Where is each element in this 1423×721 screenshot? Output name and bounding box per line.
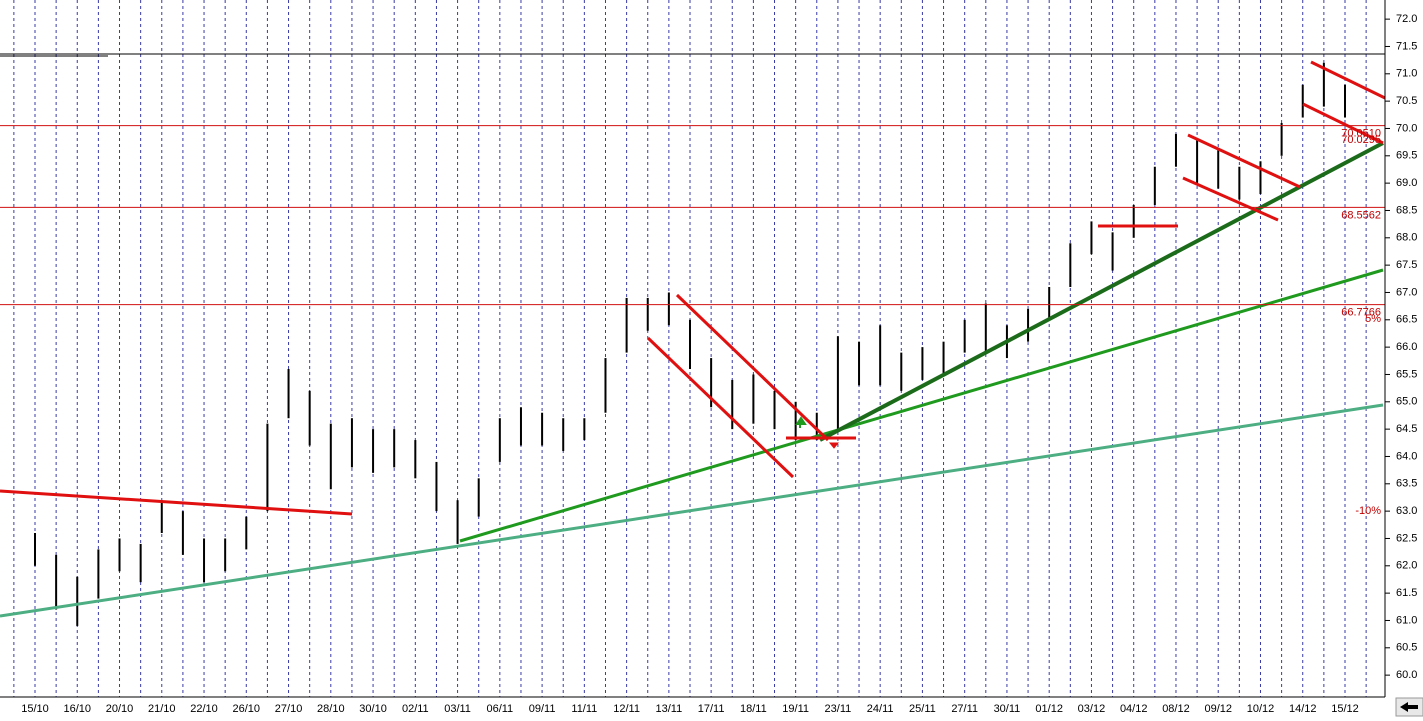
price-bars <box>34 62 1346 626</box>
annotation: 5% <box>1365 313 1381 325</box>
y-tick-label: 62.0 <box>1396 560 1417 572</box>
level-label: 68.5562 <box>1341 209 1381 221</box>
levels: 70.0510 68.5562 66.7766 <box>0 125 1385 319</box>
channel-line <box>1182 176 1279 222</box>
x-tick-label: 18/11 <box>740 703 767 715</box>
x-tick-label: 10/12 <box>1247 703 1275 715</box>
x-tick-label: 08/12 <box>1162 703 1190 715</box>
y-tick-label: 70.0 <box>1396 122 1417 134</box>
y-tick-label: 60.5 <box>1396 642 1417 654</box>
y-tick-label: 69.5 <box>1396 150 1417 162</box>
x-tick-label: 13/11 <box>656 703 683 715</box>
y-tick-label: 65.0 <box>1396 396 1417 408</box>
channel-line <box>1187 133 1301 189</box>
arrow-up <box>795 416 807 428</box>
x-tick-label: 30/11 <box>994 703 1021 715</box>
x-tick-label: 09/12 <box>1204 703 1232 715</box>
plot-area <box>0 0 1385 697</box>
y-tick-label: 60.0 <box>1396 669 1417 681</box>
x-tick-label: 15/10 <box>21 703 49 715</box>
y-tick-label: 71.0 <box>1396 68 1417 80</box>
channel-line <box>1310 60 1386 100</box>
x-tick-label: 19/11 <box>782 703 809 715</box>
x-tick-label: 24/11 <box>867 703 894 715</box>
y-tick-label: 71.5 <box>1396 40 1417 52</box>
vertical-grid <box>13 0 1367 697</box>
x-tick-label: 27/11 <box>951 703 978 715</box>
y-tick-label: 65.5 <box>1396 368 1417 380</box>
y-tick-label: 62.5 <box>1396 532 1417 544</box>
x-tick-label: 02/11 <box>402 703 429 715</box>
x-tick-label: 30/10 <box>359 703 387 715</box>
x-tick-label: 23/11 <box>825 703 852 715</box>
x-tick-label: 16/10 <box>63 703 91 715</box>
x-tick-label: 11/11 <box>571 703 597 715</box>
x-tick-label: 03/12 <box>1078 703 1106 715</box>
level-label: 66.7766 <box>1341 307 1381 319</box>
x-tick-label: 21/10 <box>148 703 176 715</box>
x-tick-label: 20/10 <box>106 703 134 715</box>
x-tick-label: 14/12 <box>1289 703 1317 715</box>
y-tick-label: 67.0 <box>1396 286 1417 298</box>
level-label: 70.0510 <box>1341 128 1381 140</box>
x-tick-label: 06/11 <box>486 703 513 715</box>
y-tick-label: 61.0 <box>1396 614 1417 626</box>
y-tick-label: 64.5 <box>1396 423 1417 435</box>
y-tick-label: 72.0 <box>1396 13 1417 25</box>
y-tick-label: 63.0 <box>1396 505 1417 517</box>
trend-line <box>819 141 1384 442</box>
x-tick-label: 09/11 <box>529 703 556 715</box>
x-tick-label: 26/10 <box>233 703 261 715</box>
trend-line <box>0 403 1384 618</box>
trend-line <box>459 268 1384 543</box>
x-tick-label: 12/11 <box>613 703 640 715</box>
y-tick-label: 70.5 <box>1396 95 1417 107</box>
y-tick-label: 61.5 <box>1396 587 1417 599</box>
scroll-arrow <box>1400 702 1418 712</box>
arrow-down <box>828 442 840 449</box>
x-tick-label: 03/11 <box>444 703 471 715</box>
y-tick-label: 68.5 <box>1396 204 1417 216</box>
y-tick-label: 67.5 <box>1396 259 1417 271</box>
channel-line <box>646 336 795 479</box>
x-tick-label: 28/10 <box>317 703 345 715</box>
annotation: 70.0295 <box>1341 134 1381 146</box>
x-tick-label: 22/10 <box>190 703 218 715</box>
trend-line <box>0 489 353 516</box>
x-tick-label: 15/12 <box>1331 703 1359 715</box>
y-tick-label: 68.0 <box>1396 232 1417 244</box>
y-tick-label: 69.0 <box>1396 177 1417 189</box>
x-tick-label: 17/11 <box>698 703 725 715</box>
drawings <box>0 53 1386 618</box>
x-tick-label: 04/12 <box>1120 703 1148 715</box>
channel-line <box>1302 102 1384 145</box>
x-tick-label: 27/10 <box>275 703 303 715</box>
y-tick-label: 66.0 <box>1396 341 1417 353</box>
axis-labels: 60.0 60.5 61.0 61.5 62.0 62.5 63.0 63.5 64.0 64.5… <box>21 13 1417 715</box>
x-tick-label: 25/11 <box>909 703 936 715</box>
x-tick-label: 01/12 <box>1035 703 1063 715</box>
y-tick-label: 64.0 <box>1396 450 1417 462</box>
channel-line <box>675 293 830 442</box>
annotation: -10% <box>1355 505 1381 517</box>
y-tick-label: 63.5 <box>1396 478 1417 490</box>
y-tick-label: 66.5 <box>1396 314 1417 326</box>
